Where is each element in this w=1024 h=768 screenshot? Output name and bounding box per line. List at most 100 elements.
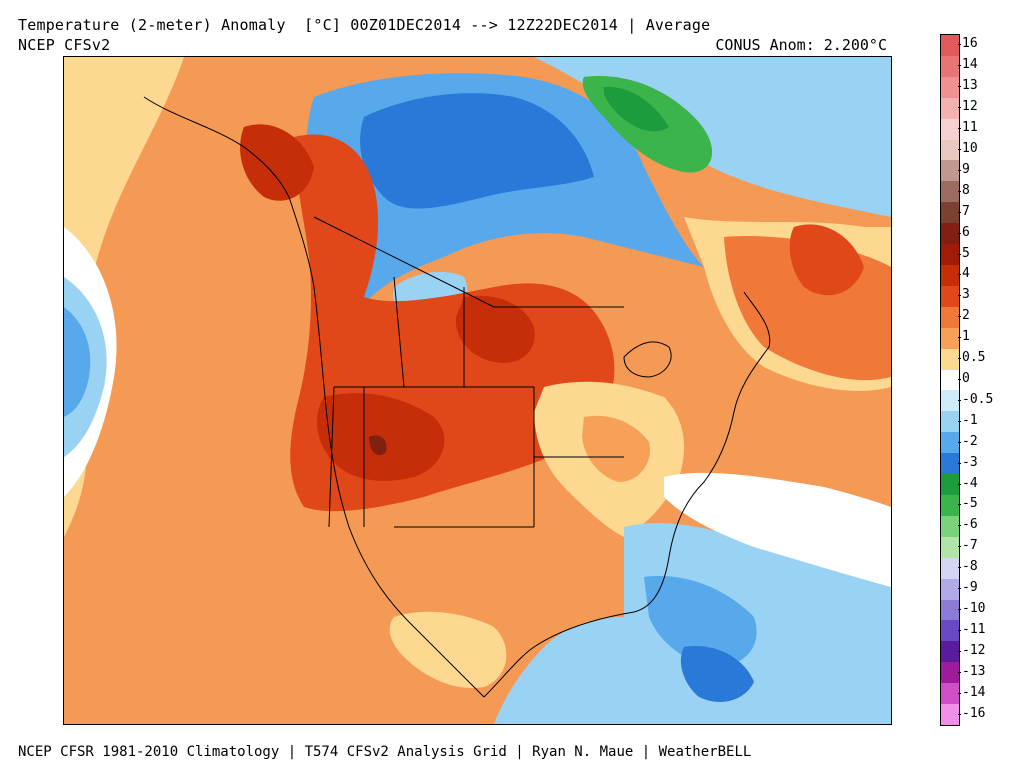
- colorbar-tick: [958, 630, 961, 631]
- colorbar-swatch: [941, 160, 959, 181]
- colorbar-label: -0.5: [962, 392, 993, 407]
- colorbar-swatch: [941, 683, 959, 704]
- colorbar-tick: [958, 379, 961, 380]
- colorbar-tick: [958, 463, 961, 464]
- colorbar-tick: [958, 274, 961, 275]
- colorbar-tick: [958, 400, 961, 401]
- colorbar-tick: [958, 65, 961, 66]
- colorbar-tick: [958, 337, 961, 338]
- colorbar-tick: [958, 212, 961, 213]
- colorbar-label: -10: [962, 601, 985, 616]
- colorbar-swatch: [941, 98, 959, 119]
- colorbar-tick: [958, 107, 961, 108]
- colorbar-label: 12: [962, 99, 978, 114]
- colorbar-label: 6: [962, 225, 970, 240]
- colorbar-label: -11: [962, 622, 985, 637]
- colorbar-tick: [958, 609, 961, 610]
- colorbar-label: 14: [962, 57, 978, 72]
- colorbar-label: 2: [962, 308, 970, 323]
- colorbar-tick: [958, 149, 961, 150]
- colorbar-label: 8: [962, 183, 970, 198]
- colorbar-swatch: [941, 474, 959, 495]
- map-title: Temperature (2-meter) Anomaly [°C] 00Z01…: [18, 16, 710, 34]
- colorbar-tick: [958, 254, 961, 255]
- colorbar-swatch: [941, 662, 959, 683]
- colorbar-label: 13: [962, 78, 978, 93]
- colorbar-tick: [958, 358, 961, 359]
- anomaly-map-graphic: [64, 57, 891, 724]
- colorbar-label: 3: [962, 287, 970, 302]
- colorbar-tick: [958, 233, 961, 234]
- colorbar-swatch: [941, 370, 959, 391]
- colorbar-label: 0: [962, 371, 970, 386]
- colorbar-tick: [958, 484, 961, 485]
- colorbar-tick: [958, 191, 961, 192]
- colorbar-label: 16: [962, 36, 978, 51]
- colorbar-label: -9: [962, 580, 978, 595]
- colorbar-tick: [958, 86, 961, 87]
- colorbar-swatch: [941, 202, 959, 223]
- colorbar-tick: [958, 693, 961, 694]
- colorbar-label: -1: [962, 413, 978, 428]
- colorbar-swatch: [941, 620, 959, 641]
- colorbar-tick: [958, 316, 961, 317]
- colorbar-label: -7: [962, 538, 978, 553]
- colorbar-tick: [958, 546, 961, 547]
- colorbar-swatch: [941, 516, 959, 537]
- colorbar-tick: [958, 504, 961, 505]
- colorbar-swatch: [941, 641, 959, 662]
- colorbar-swatch: [941, 579, 959, 600]
- colorbar-tick: [958, 442, 961, 443]
- colorbar-tick: [958, 421, 961, 422]
- colorbar-swatch: [941, 140, 959, 161]
- footer-credits: NCEP CFSR 1981-2010 Climatology | T574 C…: [18, 744, 751, 760]
- colorbar-tick: [958, 295, 961, 296]
- colorbar-tick: [958, 714, 961, 715]
- colorbar-swatch: [941, 244, 959, 265]
- colorbar-tick: [958, 672, 961, 673]
- colorbar-swatch: [941, 495, 959, 516]
- colorbar-tick: [958, 588, 961, 589]
- colorbar-label: -2: [962, 434, 978, 449]
- colorbar-swatch: [941, 704, 959, 725]
- colorbar-label: 5: [962, 246, 970, 261]
- conus-anomaly-label: CONUS Anom: 2.200°C: [715, 36, 887, 54]
- colorbar-tick: [958, 651, 961, 652]
- colorbar-swatch: [941, 223, 959, 244]
- colorbar-tick: [958, 525, 961, 526]
- colorbar-label: -5: [962, 496, 978, 511]
- colorbar-swatch: [941, 537, 959, 558]
- colorbar-tick: [958, 170, 961, 171]
- colorbar-label: 1: [962, 329, 970, 344]
- colorbar-label: -8: [962, 559, 978, 574]
- colorbar-label: -13: [962, 664, 985, 679]
- colorbar-label: 0.5: [962, 350, 985, 365]
- colorbar-label: -4: [962, 476, 978, 491]
- colorbar-label: 9: [962, 162, 970, 177]
- colorbar-swatch: [941, 432, 959, 453]
- colorbar-label: -12: [962, 643, 985, 658]
- colorbar-label: 4: [962, 266, 970, 281]
- colorbar-label: -16: [962, 706, 985, 721]
- colorbar-swatch: [941, 286, 959, 307]
- colorbar-swatch: [941, 77, 959, 98]
- colorbar-label: -3: [962, 455, 978, 470]
- colorbar-swatch: [941, 328, 959, 349]
- model-label: NCEP CFSv2: [18, 36, 110, 54]
- colorbar-swatch: [941, 390, 959, 411]
- colorbar-swatch: [941, 349, 959, 370]
- anomaly-map: [63, 56, 892, 725]
- colorbar-label: -14: [962, 685, 985, 700]
- colorbar-swatch: [941, 600, 959, 621]
- colorbar-swatch: [941, 307, 959, 328]
- colorbar-swatch: [941, 35, 959, 56]
- colorbar-label: 10: [962, 141, 978, 156]
- colorbar-swatch: [941, 453, 959, 474]
- colorbar-tick: [958, 567, 961, 568]
- colorbar-tick: [958, 128, 961, 129]
- colorbar-label: 11: [962, 120, 978, 135]
- colorbar-swatch: [941, 265, 959, 286]
- colorbar-swatch: [941, 558, 959, 579]
- colorbar: [940, 34, 960, 726]
- colorbar-swatch: [941, 181, 959, 202]
